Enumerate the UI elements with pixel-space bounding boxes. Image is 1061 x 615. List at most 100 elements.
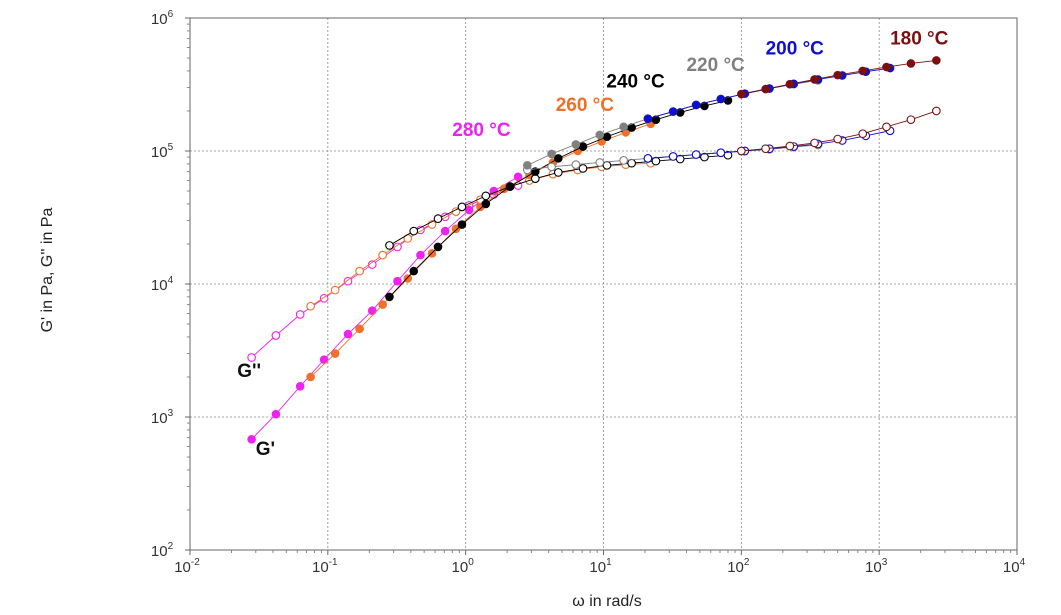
loss-point-220-c <box>619 156 628 165</box>
storage-point-240-c <box>385 292 394 302</box>
series-label-180-c: 180 °C <box>890 29 949 50</box>
storage-point-200-c <box>691 100 701 110</box>
modulus-label: G' <box>256 439 275 460</box>
axes <box>185 17 1018 555</box>
loss-point-240-c <box>409 226 419 236</box>
storage-point-280-c <box>416 250 425 260</box>
storage-point-180-c <box>882 62 891 72</box>
loss-line-280-c <box>251 185 519 358</box>
loss-point-280-c <box>271 331 281 340</box>
storage-point-240-c <box>578 142 588 151</box>
storage-point-260-c <box>355 324 364 334</box>
x-tick-label: 10-1 <box>312 557 338 576</box>
series-label-280-c: 280 °C <box>452 120 511 141</box>
loss-point-280-c <box>247 353 256 362</box>
storage-point-240-c <box>530 167 540 176</box>
y-tick-label: 104 <box>151 275 174 294</box>
storage-point-220-c <box>571 140 581 149</box>
storage-point-280-c <box>464 205 474 215</box>
storage-line-240-c <box>389 99 729 298</box>
loss-point-200-c <box>668 152 678 161</box>
series-label-260-c: 260 °C <box>556 95 615 116</box>
storage-point-280-c <box>440 226 450 236</box>
storage-point-180-c <box>737 89 746 99</box>
storage-point-280-c <box>393 276 402 286</box>
storage-point-260-c <box>451 224 461 234</box>
loss-point-180-c <box>906 115 916 125</box>
x-tick-label: 100 <box>452 557 475 576</box>
storage-point-180-c <box>858 66 868 76</box>
y-axis-label: G' in Pa, G'' in Pa <box>39 208 56 333</box>
loss-point-180-c <box>882 122 891 132</box>
loss-point-180-c <box>858 129 868 139</box>
storage-point-240-c <box>481 199 491 209</box>
loss-point-280-c <box>393 242 402 252</box>
loss-point-200-c <box>691 150 701 159</box>
loss-point-240-c <box>578 164 588 173</box>
loss-point-180-c <box>761 144 770 154</box>
storage-point-180-c <box>785 79 795 89</box>
loss-point-260-c <box>306 301 315 311</box>
storage-point-240-c <box>433 242 443 252</box>
x-tick-label: 104 <box>1003 557 1026 576</box>
loss-point-180-c <box>932 106 941 116</box>
series-label-240-c: 240 °C <box>606 72 665 93</box>
loss-point-260-c <box>378 250 388 260</box>
storage-point-280-c <box>513 172 523 182</box>
storage-point-240-c <box>457 220 467 229</box>
storage-point-180-c <box>810 75 819 84</box>
storage-point-240-c <box>651 115 661 124</box>
x-tick-label: 102 <box>727 557 750 576</box>
loss-point-240-c <box>627 158 636 168</box>
storage-point-260-c <box>378 300 387 309</box>
y-tick-label: 103 <box>151 408 174 427</box>
storage-point-260-c <box>403 274 413 283</box>
loss-point-220-c <box>571 160 581 169</box>
loss-point-180-c <box>736 146 746 156</box>
loss-point-240-c <box>481 191 491 201</box>
storage-point-180-c <box>833 70 842 80</box>
storage-point-240-c <box>409 266 419 276</box>
loss-point-220-c <box>595 158 605 167</box>
loss-point-180-c <box>810 138 819 148</box>
loss-point-240-c <box>457 202 467 212</box>
x-tick-labels: 10-2 10-1 100 101 102 103 104 <box>174 557 1025 576</box>
storage-point-240-c <box>554 154 563 163</box>
storage-point-260-c <box>306 372 315 382</box>
loss-point-200-c <box>643 154 653 163</box>
storage-point-280-c <box>343 329 353 339</box>
loss-point-220-c <box>547 162 556 172</box>
storage-point-260-c <box>330 349 340 358</box>
storage-point-200-c <box>668 107 678 116</box>
loss-point-260-c <box>355 266 364 276</box>
loss-point-240-c <box>433 214 443 223</box>
storage-point-280-c <box>367 306 377 315</box>
storage-point-280-c <box>295 382 305 391</box>
loss-point-240-c <box>700 152 709 162</box>
storage-point-200-c <box>643 114 653 123</box>
series-240-c <box>385 96 733 302</box>
loss-point-200-c <box>716 148 726 158</box>
storage-point-240-c <box>602 132 612 142</box>
loss-point-240-c <box>602 161 612 170</box>
loss-point-180-c <box>833 134 843 144</box>
storage-point-220-c <box>547 149 556 159</box>
x-tick-label: 103 <box>865 557 888 576</box>
storage-point-280-c <box>271 409 281 419</box>
storage-point-280-c <box>319 355 329 364</box>
series-label-200-c: 200 °C <box>766 39 825 60</box>
storage-point-180-c <box>906 59 916 68</box>
modulus-label: G'' <box>237 361 261 382</box>
loss-point-240-c <box>530 174 540 183</box>
storage-point-180-c <box>761 84 770 94</box>
storage-point-200-c <box>716 94 726 104</box>
storage-point-180-c <box>932 56 941 65</box>
y-tick-label: 102 <box>151 541 174 560</box>
y-tick-label: 106 <box>151 9 174 28</box>
storage-point-220-c <box>595 130 605 140</box>
loss-point-240-c <box>553 168 563 177</box>
loss-point-260-c <box>330 285 340 295</box>
storage-point-240-c <box>505 182 515 191</box>
